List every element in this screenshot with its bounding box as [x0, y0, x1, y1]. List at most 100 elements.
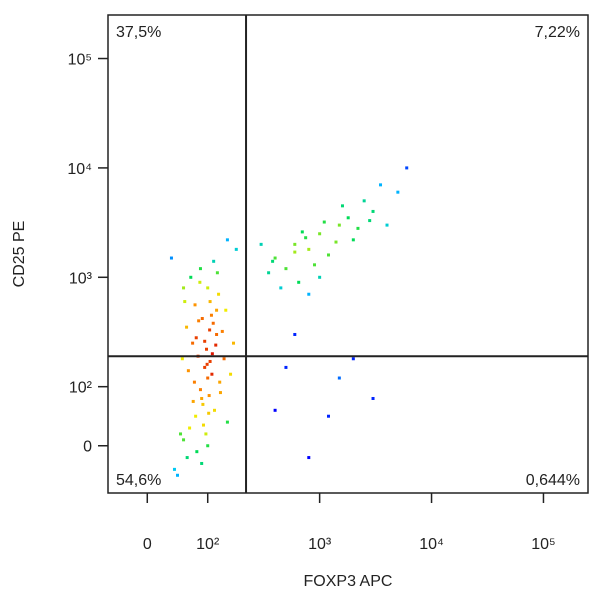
event-dot [204, 432, 208, 436]
event-dot [222, 357, 226, 361]
event-dot [396, 190, 400, 194]
event-dot [198, 388, 202, 392]
event-dot [234, 247, 238, 251]
event-dot [293, 250, 297, 254]
quadrant-label: 37,5% [116, 24, 161, 41]
event-dot [192, 380, 196, 384]
event-dot [340, 204, 344, 208]
event-dot [207, 394, 211, 398]
event-dot [371, 209, 375, 213]
event-dot [379, 183, 383, 187]
event-dot [194, 336, 198, 340]
event-dot [200, 396, 204, 400]
y-tick-label: 10⁵ [68, 52, 92, 69]
event-dot [182, 286, 186, 290]
event-dot [334, 240, 338, 244]
event-dot [337, 376, 341, 380]
event-dot [304, 236, 308, 240]
event-dot [229, 372, 233, 376]
event-dot [351, 238, 355, 242]
event-dot [200, 317, 204, 321]
event-dot [208, 300, 212, 304]
event-dot [322, 220, 326, 224]
event-dot [405, 166, 409, 170]
event-dot [307, 247, 311, 251]
event-dot [201, 402, 205, 406]
event-dot [191, 341, 195, 345]
event-dot [232, 341, 236, 345]
x-tick-label: 10³ [308, 536, 332, 553]
event-dot [185, 456, 189, 460]
event-dot [225, 420, 229, 424]
event-dot [208, 328, 212, 332]
event-dot [183, 300, 187, 304]
event-dot [210, 372, 214, 376]
event-dot [212, 259, 216, 263]
event-dot [186, 369, 190, 373]
x-tick-label: 10² [196, 536, 220, 553]
plot-frame [107, 14, 589, 494]
event-dot [293, 332, 297, 336]
event-dot [206, 376, 210, 380]
event-dot [211, 321, 215, 325]
event-dot [215, 332, 219, 336]
event-dot [217, 292, 221, 296]
event-dot [307, 292, 311, 296]
event-dot [284, 365, 288, 369]
event-dot [218, 380, 222, 384]
event-dot [210, 352, 214, 356]
event-dot [207, 411, 211, 415]
x-tick-label: 10⁵ [531, 536, 555, 553]
event-dot [203, 339, 207, 343]
event-dot [284, 267, 288, 271]
event-dot [300, 230, 304, 234]
y-tick-label: 10⁴ [67, 161, 92, 178]
event-dot [189, 275, 193, 279]
event-dot [205, 362, 209, 366]
event-dot [194, 414, 198, 418]
y-tick-label: 10² [69, 380, 93, 397]
event-dot [193, 303, 197, 307]
event-dot [214, 343, 218, 347]
event-dot [188, 426, 192, 430]
event-dot [208, 359, 212, 363]
event-dot [218, 391, 222, 395]
x-tick-label: 10⁴ [419, 536, 444, 553]
event-dot [346, 216, 350, 220]
event-dot [385, 223, 389, 227]
event-dot [259, 242, 263, 246]
y-axis-label: CD25 PE [11, 221, 28, 288]
event-dot [172, 467, 176, 471]
event-dot [206, 444, 210, 448]
x-tick-label: 0 [143, 536, 152, 553]
event-dot [180, 357, 184, 361]
event-dot [185, 325, 189, 329]
event-dot [198, 267, 202, 271]
event-dot [362, 199, 366, 203]
quadrant-label: 7,22% [535, 24, 580, 41]
event-dot [206, 286, 210, 290]
event-dot [267, 271, 271, 275]
event-dot [273, 408, 277, 412]
event-dot [326, 414, 330, 418]
event-dot [337, 223, 341, 227]
event-dot [318, 275, 322, 279]
event-dot [179, 432, 183, 436]
event-dot [225, 238, 229, 242]
event-dot [271, 259, 275, 263]
event-dot [201, 423, 205, 427]
event-dot [209, 313, 213, 317]
event-dot [215, 308, 219, 312]
event-dot [279, 286, 283, 290]
event-dot [313, 263, 317, 267]
event-dot [351, 357, 355, 361]
quadrant-label: 54,6% [116, 472, 161, 489]
event-dot [297, 280, 301, 284]
event-dot [371, 396, 375, 400]
event-dot [215, 271, 219, 275]
y-tick-label: 10³ [69, 270, 93, 287]
event-dot [224, 308, 228, 312]
event-dot [169, 256, 173, 260]
event-dot [205, 347, 209, 351]
